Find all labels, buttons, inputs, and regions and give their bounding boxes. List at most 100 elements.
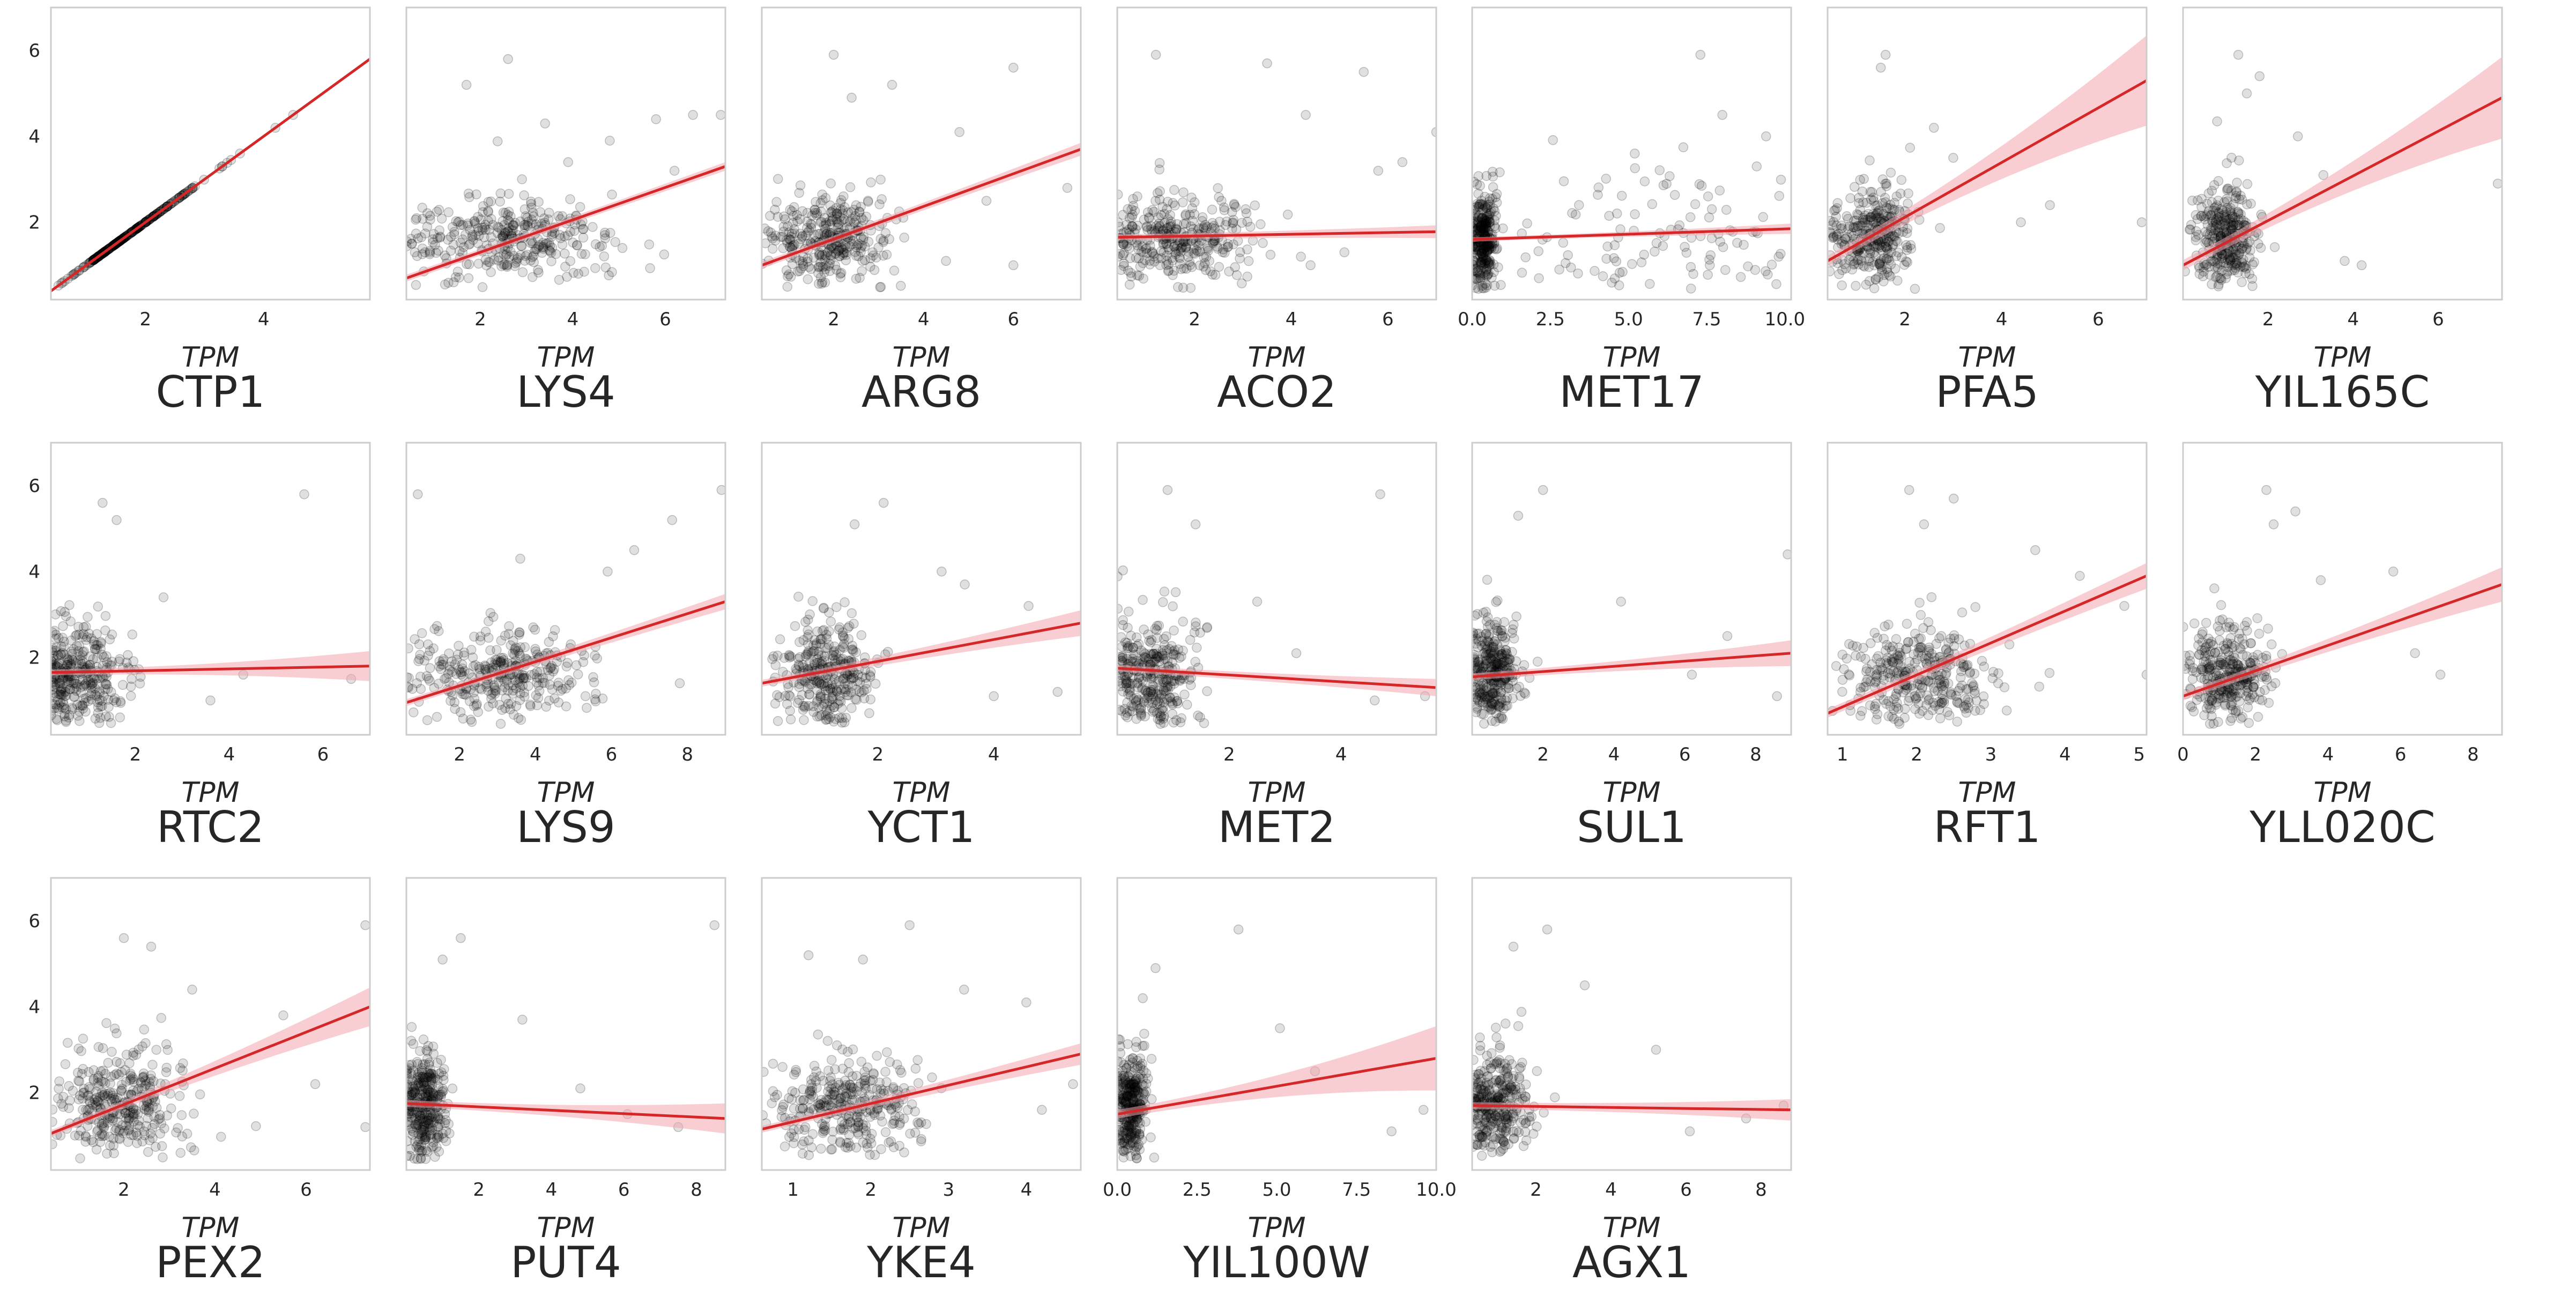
data-point <box>488 220 498 230</box>
data-point <box>519 687 529 698</box>
x-tick-label: 7.5 <box>1692 309 1721 330</box>
data-point <box>617 243 628 254</box>
data-point <box>1887 656 1897 667</box>
data-point <box>519 670 529 681</box>
data-point <box>1883 620 1894 630</box>
data-point <box>1893 704 1904 714</box>
data-point <box>590 694 600 705</box>
data-point <box>1511 683 1521 694</box>
data-point <box>69 678 79 689</box>
data-point <box>544 695 554 706</box>
data-point <box>1968 680 1979 691</box>
data-point <box>498 216 508 226</box>
data-point <box>771 197 782 207</box>
data-point <box>132 1138 142 1148</box>
data-point <box>1915 642 1926 653</box>
data-point <box>856 247 866 257</box>
data-point <box>1494 659 1504 669</box>
data-point <box>1501 645 1511 655</box>
data-point <box>2236 644 2246 654</box>
data-point <box>605 228 615 238</box>
data-point <box>1157 202 1168 212</box>
data-point <box>1130 224 1141 234</box>
data-point <box>1483 636 1494 647</box>
data-point <box>1488 649 1499 659</box>
data-point <box>784 650 795 660</box>
data-point <box>2213 647 2224 657</box>
data-point <box>1488 638 1498 649</box>
data-point <box>1942 707 1953 717</box>
data-point <box>490 689 500 699</box>
data-point <box>1831 230 1842 241</box>
data-point <box>1501 645 1511 655</box>
data-point <box>166 1103 176 1114</box>
data-point <box>813 262 824 273</box>
data-point <box>2229 688 2239 698</box>
data-point <box>807 211 817 221</box>
data-point <box>1213 243 1223 254</box>
data-point <box>1954 634 1964 645</box>
data-point <box>1008 260 1019 271</box>
data-point <box>1158 677 1168 687</box>
data-point <box>497 685 507 696</box>
data-point <box>1828 220 1837 230</box>
data-point <box>2211 213 2222 224</box>
data-point <box>91 1086 101 1097</box>
data-point <box>840 597 850 608</box>
data-point <box>1122 653 1132 664</box>
data-point <box>789 228 799 239</box>
data-point <box>1479 223 1489 233</box>
data-point <box>857 266 867 276</box>
data-point <box>795 214 805 225</box>
data-point <box>97 1121 107 1131</box>
data-point <box>1339 247 1349 258</box>
data-point <box>2202 664 2212 674</box>
data-point <box>1472 263 1481 274</box>
data-point <box>811 640 821 650</box>
data-point <box>64 600 75 610</box>
data-point <box>1494 713 1504 724</box>
data-point <box>1199 258 1210 269</box>
data-point <box>1472 225 1482 236</box>
data-point <box>1149 657 1160 667</box>
data-point <box>1934 633 1944 643</box>
data-point <box>1772 691 1782 702</box>
data-point <box>2228 252 2238 263</box>
data-point <box>1743 261 1753 272</box>
data-point <box>2203 638 2213 649</box>
data-point <box>814 677 825 688</box>
data-point <box>834 695 845 706</box>
data-point <box>406 682 414 693</box>
data-point <box>1475 269 1485 279</box>
panel-frame <box>1827 6 2148 301</box>
data-point <box>413 656 424 666</box>
data-point <box>778 667 788 677</box>
data-point <box>522 212 532 223</box>
data-point <box>1160 682 1171 693</box>
data-point <box>2233 207 2244 218</box>
data-point <box>1193 247 1203 257</box>
data-point <box>117 680 128 690</box>
data-point <box>2213 231 2224 242</box>
data-point <box>98 1066 108 1076</box>
data-point <box>533 267 544 278</box>
data-point <box>428 234 438 244</box>
data-point <box>91 640 102 650</box>
data-point <box>1987 673 1998 683</box>
data-point <box>1875 213 1885 223</box>
data-point <box>2208 256 2218 266</box>
data-point <box>767 654 777 664</box>
x-axis-unit-label: TPM <box>1603 341 1661 374</box>
data-point <box>1481 242 1492 252</box>
data-point <box>1844 639 1854 649</box>
data-point <box>2187 702 2198 712</box>
data-point <box>1934 678 1944 689</box>
data-point <box>51 688 61 698</box>
data-point <box>91 1144 102 1155</box>
data-point <box>1117 675 1124 686</box>
data-point <box>1132 677 1143 688</box>
data-point <box>1142 207 1153 218</box>
data-point <box>1899 712 1910 723</box>
data-point <box>1169 265 1179 276</box>
